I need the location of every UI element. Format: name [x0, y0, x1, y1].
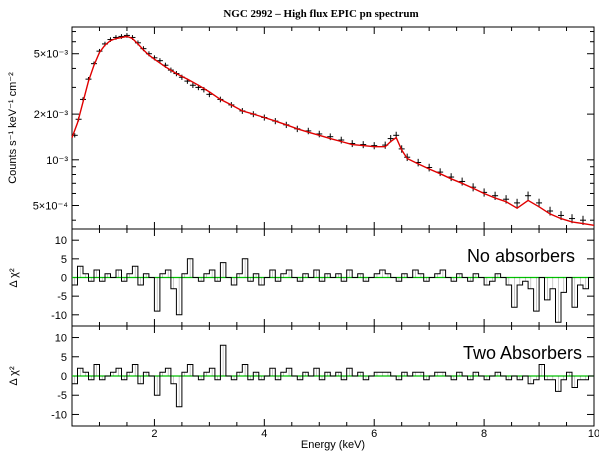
- spectrum-y-label: Counts s⁻¹ keV⁻¹ cm⁻²: [7, 72, 19, 184]
- residual-1-y-label: Δ χ²: [8, 268, 20, 288]
- spectrum-model-line: [71, 35, 595, 226]
- y-tick-label: 10: [55, 333, 67, 345]
- y-tick-label: -5: [57, 390, 67, 402]
- model-line: [71, 35, 595, 226]
- data-point: [338, 136, 345, 144]
- y-tick-label: -10: [51, 409, 67, 421]
- data-point: [371, 142, 378, 150]
- residual-2-y-axis: 10 5 0 -5 -10: [51, 333, 594, 421]
- y-tick-label: 10⁻³: [46, 155, 68, 167]
- data-point: [525, 191, 532, 201]
- y-tick-label: 10: [55, 235, 67, 247]
- energy-x-axis: 2 4 6 8 10: [71, 27, 599, 440]
- x-tick-label: 6: [371, 428, 377, 440]
- residual-step-line: [72, 258, 594, 323]
- residual-2-histogram: [72, 344, 594, 408]
- y-tick-label: 5×10⁻⁴: [33, 200, 69, 212]
- x-tick-label: 8: [481, 428, 487, 440]
- spectrum-data-points: [71, 33, 587, 225]
- spectrum-panel-frame: [71, 26, 595, 230]
- residual-step-line: [72, 344, 594, 408]
- residual-1-y-axis: 10 5 0 -5 -10: [51, 235, 594, 322]
- y-tick-label: 0: [61, 273, 67, 285]
- y-tick-label: 5: [61, 352, 67, 364]
- data-point: [459, 177, 466, 186]
- data-point: [448, 173, 455, 182]
- annotation-no-absorbers: No absorbers: [467, 246, 575, 266]
- y-tick-label: -5: [57, 291, 67, 303]
- data-point: [189, 82, 196, 88]
- y-tick-label: -10: [51, 310, 67, 322]
- y-tick-label: 5×10⁻³: [34, 49, 69, 61]
- data-point: [536, 198, 543, 208]
- annotation-two-absorbers: Two Absorbers: [463, 343, 582, 363]
- y-tick-label: 0: [61, 371, 67, 383]
- x-tick-label: 4: [261, 428, 267, 440]
- residual-2-y-label: Δ χ²: [8, 366, 20, 386]
- y-tick-label: 5: [61, 254, 67, 266]
- chart-title: NGC 2992 – High flux EPIC pn spectrum: [223, 8, 418, 20]
- data-point: [360, 141, 367, 149]
- spectrum-y-axis: 5×10⁻³ 2×10⁻³ 10⁻³ 5×10⁻⁴: [33, 31, 594, 221]
- x-tick-label: 2: [151, 428, 157, 440]
- data-point: [437, 168, 444, 177]
- y-tick-label: 2×10⁻³: [34, 109, 69, 121]
- residual-1-histogram: [72, 258, 594, 323]
- x-tick-label: 10: [588, 428, 599, 440]
- data-point: [514, 198, 521, 208]
- data-point: [316, 130, 323, 138]
- x-axis-label: Energy (keV): [301, 439, 365, 451]
